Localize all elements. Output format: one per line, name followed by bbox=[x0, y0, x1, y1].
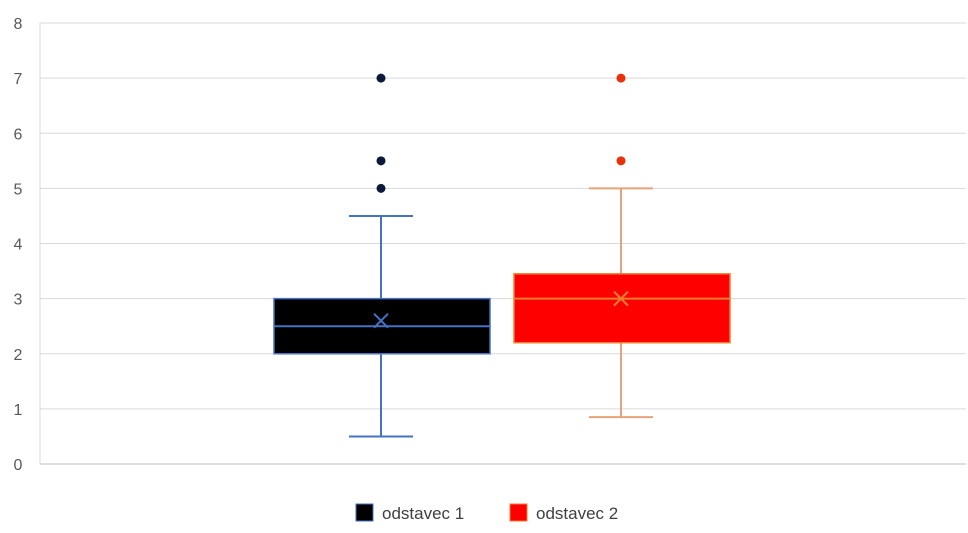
mean-marker bbox=[613, 290, 629, 307]
legend: odstavec 1 odstavec 2 bbox=[355, 503, 618, 523]
gridlines bbox=[39, 22, 966, 465]
y-tick-label: 4 bbox=[14, 237, 23, 254]
outlier-point bbox=[616, 156, 626, 166]
box-series bbox=[273, 73, 731, 438]
iqr-box bbox=[513, 273, 731, 344]
legend-swatch-1 bbox=[355, 503, 374, 522]
y-axis: 0 1 2 3 4 5 6 7 8 bbox=[14, 16, 23, 474]
outlier-point bbox=[616, 73, 626, 83]
box-1 bbox=[273, 73, 491, 438]
outlier-point bbox=[376, 73, 386, 83]
y-tick-label: 5 bbox=[14, 181, 23, 198]
y-tick-label: 8 bbox=[14, 16, 23, 33]
y-tick-label: 7 bbox=[14, 71, 23, 88]
y-tick-label: 2 bbox=[14, 347, 23, 364]
legend-swatch-2 bbox=[509, 503, 528, 522]
y-tick-label: 0 bbox=[14, 457, 23, 474]
y-tick-label: 3 bbox=[14, 292, 23, 309]
mean-marker bbox=[373, 312, 389, 329]
outlier-point bbox=[376, 183, 386, 193]
y-tick-label: 1 bbox=[14, 402, 23, 419]
outlier-point bbox=[376, 156, 386, 166]
legend-label-2: odstavec 2 bbox=[536, 504, 618, 523]
box-2 bbox=[513, 73, 731, 419]
y-tick-label: 6 bbox=[14, 126, 23, 143]
legend-label-1: odstavec 1 bbox=[382, 504, 464, 523]
